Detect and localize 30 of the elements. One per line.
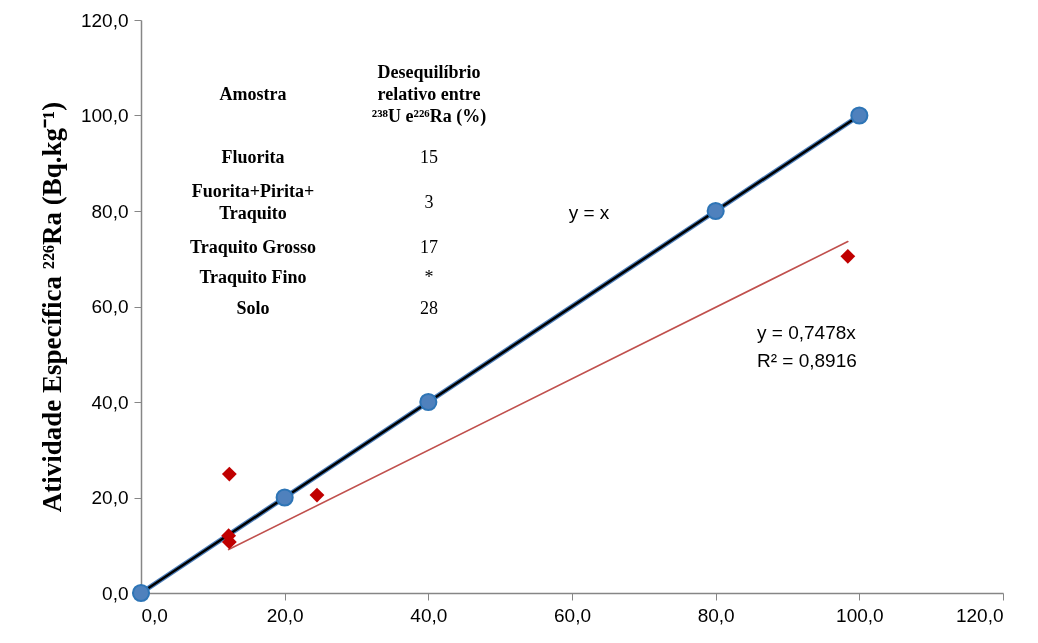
annotation: 17 [420,237,438,257]
x-tick-label: 80,0 [697,604,735,626]
annotation: Solo [236,298,270,318]
y-tick-label: 80,0 [91,200,129,222]
annotation: Traquito Grosso [190,237,316,257]
x-tick-label: 40,0 [410,604,448,626]
annotation: y = 0,7478x [757,322,857,343]
annotation: 15 [420,146,438,167]
annotation: R² = 0,8916 [757,350,857,371]
y-tick-label: 60,0 [91,296,129,317]
y-tick-label: 0,0 [102,582,129,604]
annotation: Fuorita+Pirita+ Traquito [191,180,315,223]
x-tick-label: 60,0 [554,604,591,626]
y-tick-label: 120,0 [80,9,129,31]
y-axis-title: Atividade Específica ²²⁶Ra (Bq.kg⁻¹) [36,101,67,513]
y-tick-label: 100,0 [80,105,129,126]
y-tick-label: 20,0 [91,487,129,508]
annotation: y = x [568,202,610,223]
annotation: * [424,267,434,287]
x-tick-label: 20,0 [266,604,304,626]
annotation: 3 [424,191,434,212]
y-tick-label: 40,0 [91,391,129,413]
annotation: Desequilíbrio relativo entre ²³⁸U e²²⁶Ra (%) [371,62,487,127]
annotation: 28 [420,298,438,318]
annotation: Amostra [219,84,287,104]
annotation: Fluorita [221,146,285,167]
x-tick-label: 0,0 [141,604,168,626]
x-tick-label: 100,0 [836,604,884,626]
annotation: Traquito Fino [199,267,307,287]
x-tick-label: 120,0 [955,604,1004,626]
